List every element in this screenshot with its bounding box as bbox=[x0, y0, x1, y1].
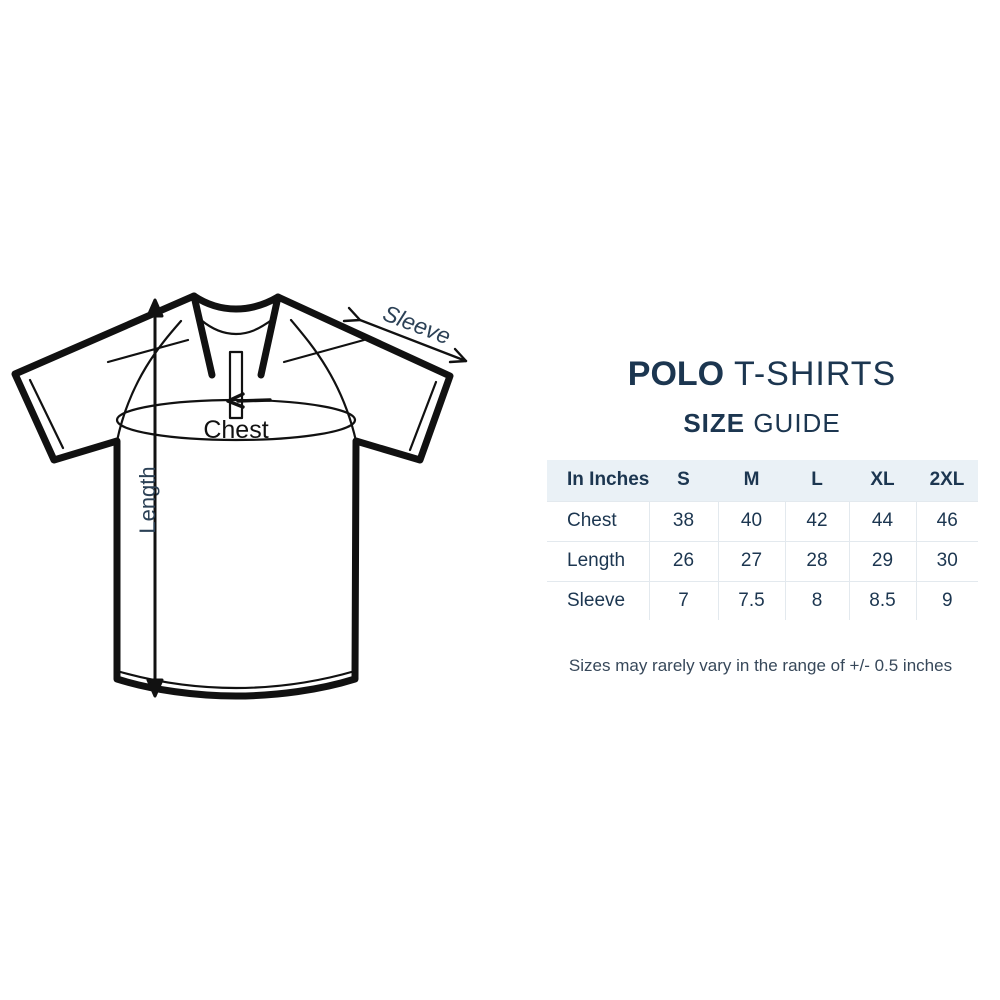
svg-text:Length: Length bbox=[135, 466, 160, 533]
svg-text:Chest: Chest bbox=[203, 416, 268, 444]
